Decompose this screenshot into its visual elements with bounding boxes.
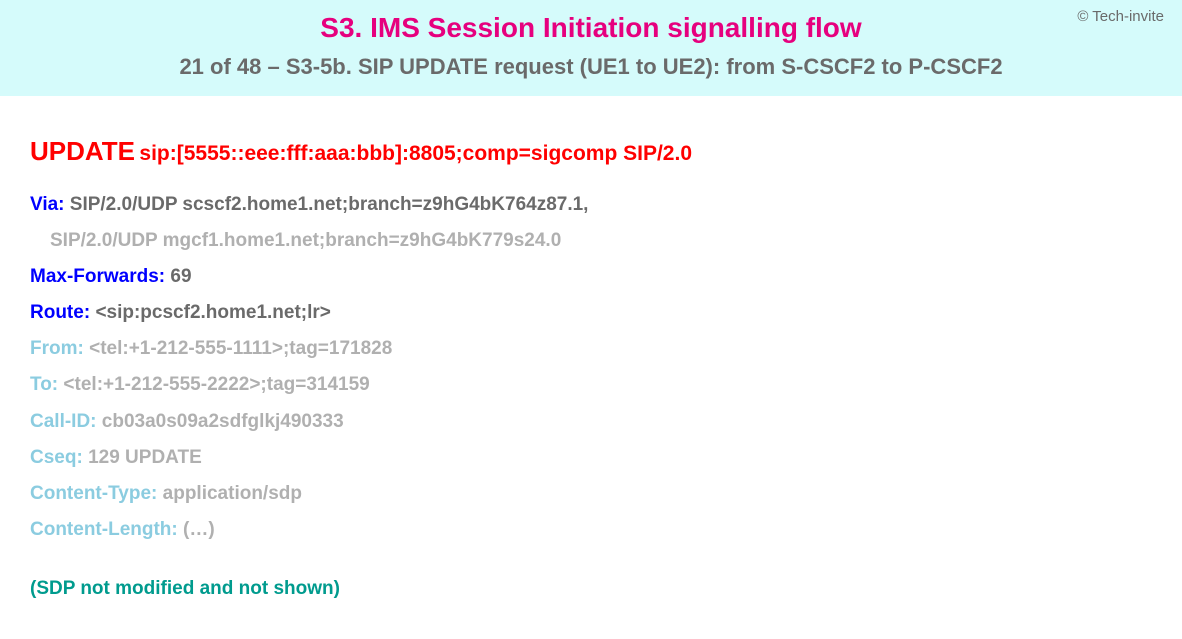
header-name: Content-Type: [30,483,163,504]
sip-header-line: Cseq: 129 UPDATE [30,440,1152,476]
sip-method: UPDATE [30,136,135,166]
sdp-note: (SDP not modified and not shown) [30,578,1152,600]
header-value: cb03a0s09a2sdfglkj490333 [102,411,344,432]
header-panel: © Tech-invite S3. IMS Session Initiation… [0,0,1182,96]
sip-message-content: UPDATE sip:[5555::eee:fff:aaa:bbb]:8805;… [0,96,1182,620]
request-line: UPDATE sip:[5555::eee:fff:aaa:bbb]:8805;… [30,136,1152,167]
sip-headers: Via: SIP/2.0/UDP scscf2.home1.net;branch… [30,187,1152,548]
sip-header-line: Call-ID: cb03a0s09a2sdfglkj490333 [30,404,1152,440]
header-value: application/sdp [163,483,302,504]
sip-header-line: Route: <sip:pcscf2.home1.net;lr> [30,295,1152,331]
sip-header-line: From: <tel:+1-212-555-1111>;tag=171828 [30,331,1152,367]
header-name: To: [30,374,63,395]
header-value: 129 UPDATE [88,447,202,468]
header-value: (…) [183,519,215,540]
header-value: 69 [170,266,191,287]
sip-header-line: Content-Length: (…) [30,512,1152,548]
header-value: SIP/2.0/UDP scscf2.home1.net;branch=z9hG… [70,194,589,215]
header-name: Via: [30,194,70,215]
sip-header-line: To: <tel:+1-212-555-2222>;tag=314159 [30,367,1152,403]
header-name: Max-Forwards: [30,266,170,287]
header-value: <tel:+1-212-555-1111>;tag=171828 [89,338,392,359]
copyright-text: © Tech-invite [1077,8,1164,25]
header-name: Route: [30,302,95,323]
request-uri: sip:[5555::eee:fff:aaa:bbb]:8805;comp=si… [139,142,692,165]
header-value: <sip:pcscf2.home1.net;lr> [95,302,330,323]
sip-header-line: Content-Type: application/sdp [30,476,1152,512]
header-name: Content-Length: [30,519,183,540]
page-title: S3. IMS Session Initiation signalling fl… [20,12,1162,44]
header-value: <tel:+1-212-555-2222>;tag=314159 [63,374,369,395]
sip-header-line: Max-Forwards: 69 [30,259,1152,295]
header-name: Cseq: [30,447,88,468]
sip-header-line: Via: SIP/2.0/UDP scscf2.home1.net;branch… [30,187,1152,223]
page-subtitle: 21 of 48 – S3-5b. SIP UPDATE request (UE… [20,54,1162,80]
header-continuation: SIP/2.0/UDP mgcf1.home1.net;branch=z9hG4… [30,223,1152,259]
header-name: Call-ID: [30,411,102,432]
header-name: From: [30,338,89,359]
